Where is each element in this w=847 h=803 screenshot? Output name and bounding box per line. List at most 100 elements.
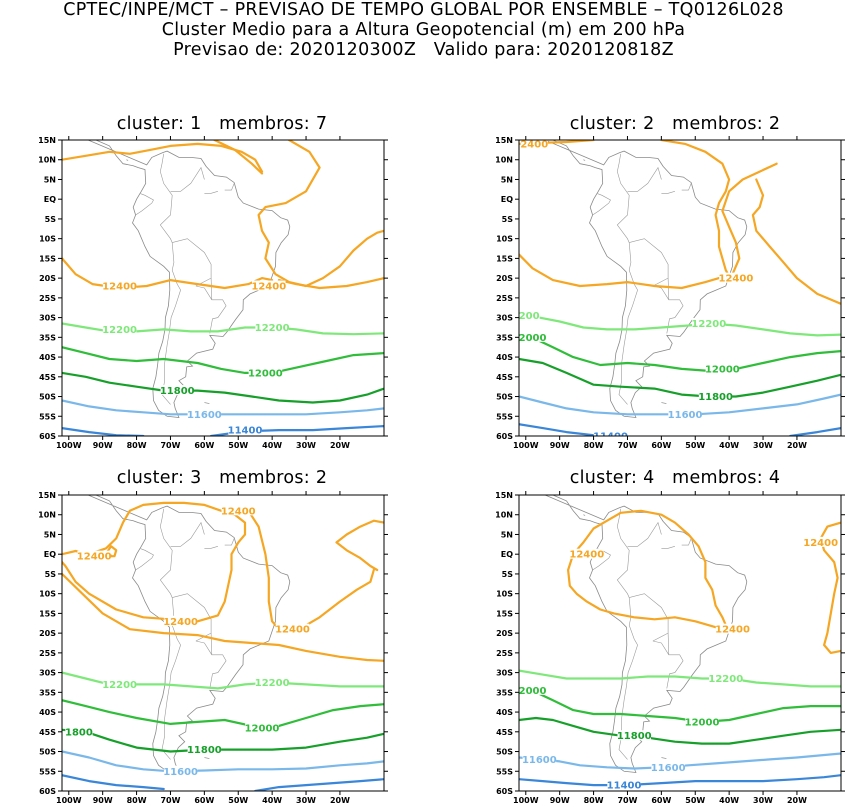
contour-label-bg xyxy=(275,623,310,634)
contour-label-bg xyxy=(519,310,540,321)
country-border xyxy=(618,644,638,760)
lat-tick-label: 20S xyxy=(39,274,56,283)
island-outline xyxy=(204,402,210,404)
contour-label: 12400 xyxy=(715,625,750,636)
lat-tick-label: 5N xyxy=(501,175,513,184)
contour-label-bg xyxy=(160,385,194,396)
map-frame xyxy=(518,139,842,437)
lon-tick-label: 90W xyxy=(93,796,113,803)
country-border xyxy=(161,644,181,760)
lat-tick-label: 45S xyxy=(39,728,56,737)
lat-tick-label: 10S xyxy=(496,590,513,599)
panel-3-title: cluster: 3 membros: 2 xyxy=(116,468,328,488)
lat-tick-label: 10S xyxy=(39,590,56,599)
lat-tick-label: 5N xyxy=(44,530,56,539)
lat-tick-label: 10N xyxy=(495,156,513,165)
lat-tick-label: 20S xyxy=(496,274,513,283)
contour-11400 xyxy=(789,427,841,436)
coastline xyxy=(87,140,291,418)
contour-label: 11800 xyxy=(698,392,733,403)
contour-label-bg xyxy=(692,318,726,329)
lat-tick-label: EQ xyxy=(44,550,56,559)
contour-label: 12400 xyxy=(77,552,112,563)
island-outline xyxy=(583,514,586,516)
contour-11400 xyxy=(254,778,384,791)
panel-1-title: cluster: 1 membros: 7 xyxy=(116,114,328,134)
contour-label: 11400 xyxy=(228,426,263,437)
lon-tick-label: 30W xyxy=(753,441,773,450)
lon-tick-label: 90W xyxy=(550,796,570,803)
lon-tick-label: 100W xyxy=(513,441,539,450)
country-border xyxy=(210,633,213,655)
contour-label-bg xyxy=(520,140,548,149)
lat-tick-label: 50S xyxy=(496,393,513,402)
contour-label-bg xyxy=(709,673,743,684)
island-outline xyxy=(126,159,129,161)
contour-label-bg xyxy=(651,761,685,772)
contour-12400 xyxy=(566,509,727,629)
contour-label-bg xyxy=(163,765,198,776)
country-border xyxy=(667,278,670,300)
lon-tick-label: 30W xyxy=(296,796,316,803)
contour-label: 12000 xyxy=(705,364,740,375)
contour-12000 xyxy=(519,689,841,723)
contour-label: 12400 xyxy=(251,282,286,293)
contour-label-bg xyxy=(519,684,547,695)
lat-tick-label: EQ xyxy=(501,550,513,559)
contour-label-bg xyxy=(252,280,286,291)
country-border xyxy=(224,538,235,546)
country-border xyxy=(629,238,669,287)
lon-tick-label: 40W xyxy=(719,796,739,803)
country-border xyxy=(661,546,675,549)
lon-tick-label: 60W xyxy=(651,796,671,803)
contour-12400 xyxy=(62,142,264,173)
lat-tick-label: 55S xyxy=(39,412,56,421)
contour-label: 12400 xyxy=(719,274,754,285)
country-border xyxy=(204,546,218,549)
contour-12400 xyxy=(819,521,841,654)
country-border xyxy=(616,526,630,598)
lon-tick-label: 80W xyxy=(584,796,604,803)
contour-label: 11600 xyxy=(187,410,222,421)
contour-label: 11600 xyxy=(163,767,198,778)
contour-12400 xyxy=(277,277,384,290)
lon-tick-label: 90W xyxy=(93,441,113,450)
lon-tick-label: 70W xyxy=(160,796,180,803)
map-plot-area: 12400 12400 12400 12200 2000 12000 11800 11600 1… xyxy=(519,495,841,791)
lon-tick-label: 100W xyxy=(56,796,82,803)
lon-tick-label: 20W xyxy=(330,796,350,803)
contour-label: 12000 xyxy=(248,368,283,379)
header-line-3: Previsao de: 2020120300Z Valido para: 20… xyxy=(173,40,674,60)
country-border xyxy=(210,278,213,300)
lat-tick-label: 25S xyxy=(39,294,56,303)
contour-label-bg xyxy=(617,730,651,741)
country-border xyxy=(170,166,205,192)
contour-12400 xyxy=(257,140,384,288)
lon-tick-label: 50W xyxy=(228,796,248,803)
lat-tick-label: 5S xyxy=(502,215,514,224)
contour-12400 xyxy=(62,572,384,662)
lon-tick-label: 100W xyxy=(56,441,82,450)
contour-11600 xyxy=(62,399,384,416)
contour-label-bg xyxy=(187,408,222,419)
lat-tick-label: 15S xyxy=(496,254,513,263)
lon-tick-label: 60W xyxy=(651,441,671,450)
country-border xyxy=(172,593,212,642)
contour-label: 11600 xyxy=(668,410,703,421)
island-outline xyxy=(661,402,667,404)
country-border xyxy=(170,521,205,547)
country-border xyxy=(195,640,227,689)
lat-tick-label: 35S xyxy=(496,333,513,342)
contour-label-bg xyxy=(221,505,256,516)
contour-12400 xyxy=(721,162,778,276)
contour-label-bg xyxy=(715,623,750,634)
contour-12400 xyxy=(213,140,264,175)
lat-tick-label: 40S xyxy=(39,353,56,362)
lat-tick-label: 40S xyxy=(496,353,513,362)
lat-tick-label: 50S xyxy=(39,748,56,757)
contour-12000 xyxy=(62,699,384,727)
contour-label: 12200 xyxy=(255,678,290,689)
lat-tick-label: 5N xyxy=(44,175,56,184)
contour-label-bg xyxy=(519,331,547,342)
map-plot-area: 12400 12400 12200 12200 12000 11800 11600 11400 xyxy=(62,140,384,437)
